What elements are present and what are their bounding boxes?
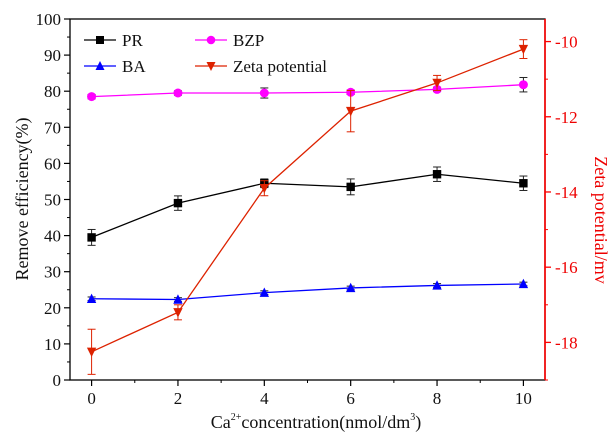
legend-marker <box>96 36 104 44</box>
legend-marker <box>95 61 105 70</box>
y-right-tick-label: -16 <box>555 258 578 277</box>
y-left-tick-label: 20 <box>44 299 61 318</box>
data-point-pr <box>173 198 183 208</box>
y-right-tick-label: -18 <box>555 333 578 352</box>
series-line-bzp <box>91 84 524 98</box>
data-point-pr <box>432 170 442 179</box>
data-point-bzp <box>259 88 269 98</box>
legend-marker <box>206 62 216 71</box>
x-axis-title-suffix: ) <box>415 412 421 433</box>
data-point-zeta-potential <box>259 184 270 194</box>
x-axis-title-prefix: Ca <box>211 412 231 432</box>
y-left-tick-label: 40 <box>44 227 61 246</box>
data-point-bzp <box>518 80 528 90</box>
y-right-tick-label: -12 <box>555 108 578 127</box>
series-ba <box>86 278 529 304</box>
y-left-tick-label: 80 <box>44 82 61 101</box>
series-line-ba <box>91 283 524 301</box>
data-point-ba <box>259 287 270 297</box>
data-point-ba <box>345 282 356 293</box>
legend-label: BZP <box>233 31 264 50</box>
data-point-ba <box>432 280 442 290</box>
y-left-tick-label: 30 <box>44 263 61 282</box>
series-bzp <box>87 76 528 102</box>
x-tick-label: 0 <box>87 389 96 408</box>
legend-label: BA <box>122 57 146 76</box>
legend-item-zeta-potential: Zeta potential <box>195 57 327 76</box>
y-axis-left-title: Remove efficiency(%) <box>12 117 33 280</box>
data-point-pr <box>87 233 96 242</box>
data-point-zeta-potential <box>518 44 529 55</box>
x-tick-label: 10 <box>515 389 532 408</box>
data-point-bzp <box>173 88 183 98</box>
data-point-zeta-potential <box>86 347 97 357</box>
y-left-tick-label: 50 <box>44 191 61 210</box>
x-axis-title-middle: concentration(nmol/dm <box>241 412 410 433</box>
legend-item-pr: PR <box>84 31 143 50</box>
series-pr <box>87 166 528 246</box>
y-left-tick-label: 100 <box>36 10 62 29</box>
y-axis-right-title: Zeta potential/mv <box>591 156 611 283</box>
series-line-zeta-potential <box>91 48 524 353</box>
data-point-pr <box>519 179 528 188</box>
y-left-tick-label: 10 <box>44 335 61 354</box>
data-point-ba <box>86 293 97 303</box>
data-point-zeta-potential <box>173 308 183 318</box>
data-point-zeta-potential <box>432 78 442 89</box>
data-point-ba <box>173 294 183 304</box>
data-point-ba <box>518 278 529 289</box>
y-right-tick-label: -10 <box>555 33 578 52</box>
legend-item-ba: BA <box>84 57 146 76</box>
legend-marker <box>206 35 216 45</box>
y-left-tick-label: 90 <box>44 46 61 65</box>
y-left-tick-label: 60 <box>44 154 61 173</box>
legend-label: PR <box>122 31 143 50</box>
series-line-pr <box>91 173 524 239</box>
y-left-tick-label: 0 <box>53 371 62 390</box>
x-tick-label: 4 <box>260 389 269 408</box>
y-right-tick-label: -14 <box>555 183 578 202</box>
x-axis-title: Ca2+concentration(nmol/dm3) <box>211 412 422 433</box>
data-point-bzp <box>87 92 97 102</box>
legend-label: Zeta potential <box>233 57 327 76</box>
series-zeta-potential <box>86 39 529 375</box>
y-left-tick-label: 70 <box>44 118 61 137</box>
x-axis-title-sup-cube: 3 <box>410 412 415 423</box>
x-tick-label: 2 <box>174 389 183 408</box>
data-point-zeta-potential <box>345 106 356 117</box>
x-tick-label: 6 <box>346 389 355 408</box>
x-tick-label: 8 <box>433 389 442 408</box>
data-point-pr <box>346 182 355 192</box>
legend-item-bzp: BZP <box>195 31 264 50</box>
x-axis-title-sup-charge: 2+ <box>231 412 242 423</box>
